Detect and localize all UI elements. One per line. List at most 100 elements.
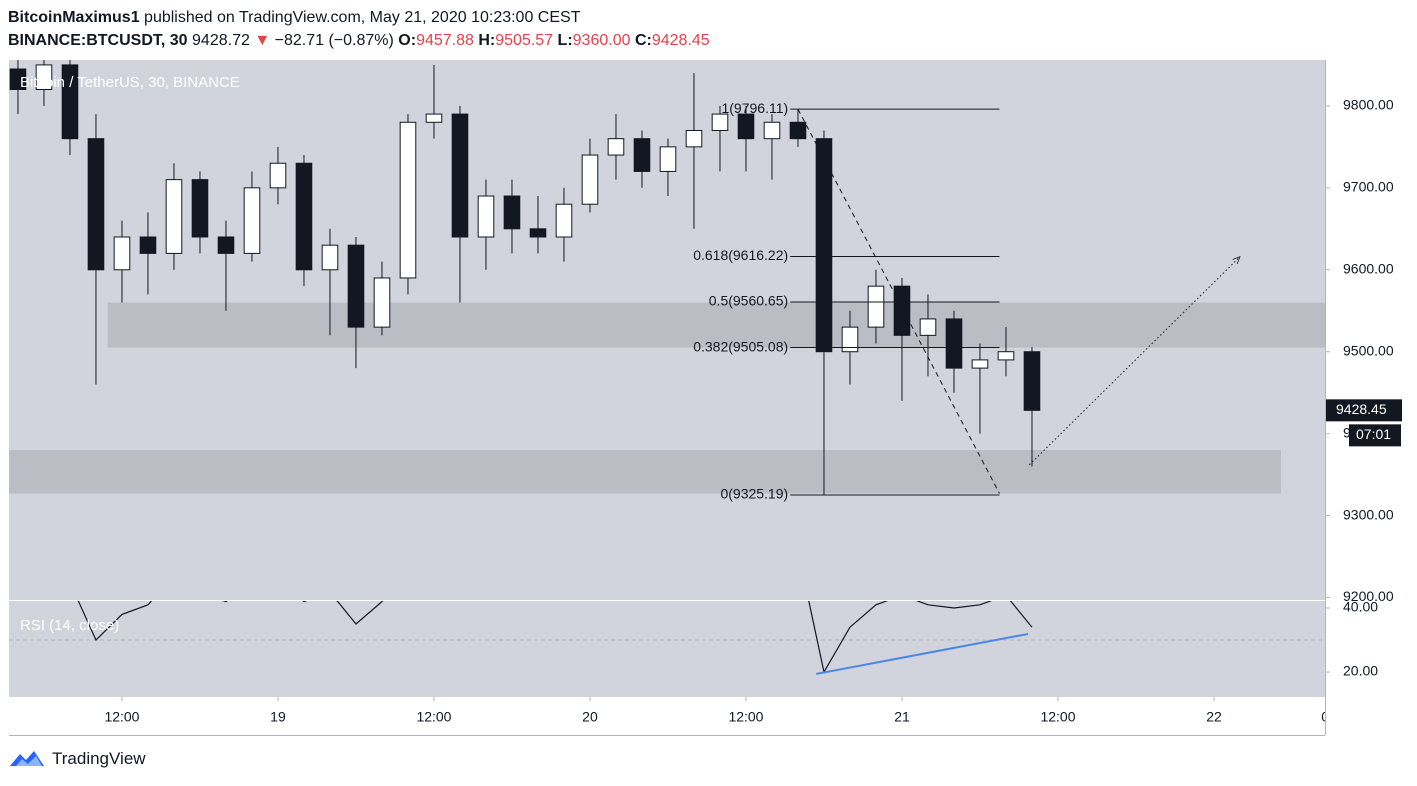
x-axis: 12:00 19 12:00 20 12:00 21 12:00 22 09: — [104, 697, 1340, 725]
fib-label: 1(9796.11) — [721, 100, 788, 116]
fib-label: 0.5(9560.65) — [709, 293, 788, 309]
y-tick-label: 9300.00 — [1343, 506, 1394, 522]
x-tick-label: 12:00 — [728, 709, 763, 725]
fib-label: 0(9325.19) — [720, 486, 788, 502]
y-tick-label: 9200.00 — [1343, 588, 1394, 604]
rsi-tick-label: 40.00 — [1343, 599, 1378, 615]
publish-line: BitcoinMaximus1 published on TradingView… — [8, 6, 710, 29]
rsi-pane — [9, 601, 1325, 675]
candle-body — [9, 68, 27, 90]
candle-body — [659, 146, 677, 172]
chart-legend: Bitcoin / TetherUS, 30, BINANCE — [20, 74, 240, 91]
brand: TradingView — [52, 749, 146, 768]
timer-label: 07:01 — [1356, 426, 1391, 442]
published: published on TradingView.com, May 21, 20… — [144, 9, 581, 26]
rsi-divergence — [815, 632, 1029, 675]
candle-body — [607, 138, 625, 156]
rsi-line — [77, 601, 1033, 674]
candle-body — [425, 113, 443, 123]
price-pane: 1(9796.11) 0.618(9616.22) 0.5(9560.65) 0.38… — [9, 60, 1325, 502]
zone — [107, 302, 1325, 348]
x-tick-label: 20 — [582, 709, 598, 725]
candle-body — [529, 228, 547, 238]
candle-body — [711, 113, 729, 131]
c-label: C: — [634, 32, 652, 49]
last-price-label: 9428.45 — [1336, 401, 1387, 417]
close: 9428.45 — [651, 32, 710, 49]
o-label: O: — [398, 32, 417, 49]
quote-line: BINANCE:BTCUSDT, 30 9428.72 ▼ −82.71 (−0… — [8, 29, 710, 52]
y-axis: 9200.009300.009400.009500.009600.009700.… — [1325, 97, 1402, 679]
candle-body — [997, 351, 1015, 361]
y-tick-label: 9600.00 — [1343, 260, 1394, 276]
rsi-legend: RSI (14, close) — [20, 617, 119, 634]
candle-body — [165, 179, 183, 254]
candle-body — [841, 326, 859, 353]
l-label: L: — [557, 32, 573, 49]
trend-line — [797, 108, 1000, 494]
last: 9428.72 — [192, 32, 250, 49]
candle-body — [35, 64, 53, 90]
fib-label: 0.382(9505.08) — [693, 338, 788, 354]
candle-body — [113, 236, 131, 271]
y-tick-label: 9500.00 — [1343, 342, 1394, 358]
candle-body — [399, 121, 417, 279]
fib-label: 0.618(9616.22) — [693, 247, 788, 263]
header: BitcoinMaximus1 published on TradingView… — [8, 6, 710, 52]
candle-body — [555, 203, 573, 238]
symbol: BINANCE:BTCUSDT, 30 — [8, 32, 188, 49]
projection-arrow — [1029, 257, 1240, 466]
candle-body — [1023, 351, 1041, 411]
logo — [10, 751, 44, 766]
candle-body — [737, 113, 755, 140]
x-tick-label: 19 — [270, 709, 286, 725]
change: −82.71 (−0.87%) — [274, 32, 394, 49]
y-tick-label: 9800.00 — [1343, 97, 1394, 113]
x-tick-label: 12:00 — [416, 709, 451, 725]
candle-body — [867, 285, 885, 328]
candle-body — [139, 236, 157, 254]
candle-body — [269, 162, 287, 189]
candle-body — [243, 187, 261, 254]
candle-body — [451, 113, 469, 238]
x-tick-label: 22 — [1206, 709, 1222, 725]
x-tick-label: 12:00 — [104, 709, 139, 725]
candle-body — [477, 195, 495, 238]
candle-body — [633, 138, 651, 172]
open: 9457.88 — [416, 32, 474, 49]
candle-body — [919, 318, 937, 336]
candle-body — [971, 359, 989, 369]
footer: TradingView — [8, 748, 146, 770]
candle-body — [503, 195, 521, 230]
author: BitcoinMaximus1 — [8, 9, 140, 26]
candle-body — [321, 244, 339, 271]
candle-body — [87, 138, 105, 271]
candle-body — [789, 121, 807, 140]
x-tick-label: 21 — [894, 709, 910, 725]
candle-body — [581, 154, 599, 205]
x-tick-label: 12:00 — [1040, 709, 1075, 725]
rsi-tick-label: 20.00 — [1343, 663, 1378, 679]
candle-body — [373, 277, 391, 328]
candle-body — [191, 179, 209, 238]
candle-body — [685, 129, 703, 148]
timer-box — [1349, 424, 1401, 447]
candle-body — [945, 318, 963, 369]
last-price-box — [1326, 399, 1402, 422]
x-tick-label: 09: — [1321, 709, 1340, 725]
y-tick-label: 9700.00 — [1343, 179, 1394, 195]
zone — [9, 450, 1281, 494]
low: 9360.00 — [572, 32, 631, 49]
candle-body — [815, 138, 833, 353]
candle-body — [347, 244, 365, 328]
candle-body — [763, 121, 781, 140]
arrow: ▼ — [254, 32, 271, 49]
candle-body — [295, 162, 313, 271]
candle-body — [893, 285, 911, 336]
h-label: H: — [478, 32, 496, 49]
candle-body — [217, 236, 235, 254]
chart: 1(9796.11) 0.618(9616.22) 0.5(9560.65) 0.38… — [9, 60, 1402, 736]
candle-body — [61, 64, 79, 140]
high: 9505.57 — [495, 32, 554, 49]
